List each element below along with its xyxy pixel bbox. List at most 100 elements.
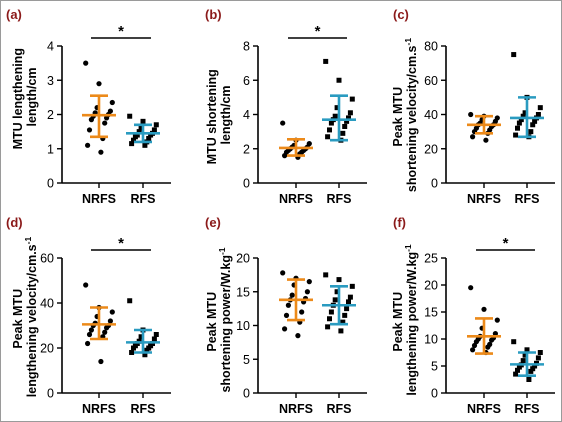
data-point <box>144 347 150 353</box>
data-point <box>85 142 91 148</box>
significance-star: * <box>118 235 124 252</box>
data-point <box>88 327 94 333</box>
data-point <box>470 134 476 140</box>
panel-b: (b) MTU shortening length/cm 0 2 4 6 8 NRFS RF… <box>205 7 367 206</box>
x-category-label: NRFS <box>467 402 501 416</box>
y-tick-label: 40 <box>40 297 54 311</box>
y-tick-label: 4 <box>47 40 54 54</box>
data-point <box>83 60 89 66</box>
data-point <box>336 277 342 283</box>
data-point <box>127 298 133 304</box>
data-point <box>492 331 498 337</box>
data-point <box>299 309 305 315</box>
panel-label: (e) <box>205 215 221 230</box>
x-category-label: RFS <box>515 192 540 206</box>
data-point <box>511 52 517 58</box>
data-point <box>470 347 476 353</box>
x-category-label: RFS <box>131 402 156 416</box>
data-point <box>520 113 526 119</box>
y-tick-label: 80 <box>424 40 438 54</box>
data-point <box>532 363 538 369</box>
data-point <box>98 149 104 155</box>
y-tick-label: 10 <box>424 333 438 347</box>
data-point <box>328 309 334 315</box>
x-category-label: NRFS <box>279 192 313 206</box>
y-tick-label: 5 <box>243 353 250 367</box>
panel-label: (b) <box>205 7 222 22</box>
data-point <box>516 364 522 370</box>
data-point <box>516 120 522 126</box>
data-point <box>515 367 520 373</box>
data-point <box>513 371 519 377</box>
y-tick-label: 2 <box>243 142 250 156</box>
data-point <box>132 134 138 140</box>
y-tick-label: 20 <box>424 142 438 156</box>
data-point <box>109 99 115 106</box>
y-tick-label: 25 <box>424 252 438 266</box>
data-point <box>520 358 526 364</box>
data-point <box>489 337 495 343</box>
y-tick-label: 60 <box>424 74 438 88</box>
data-point <box>347 294 353 300</box>
data-point <box>344 306 350 312</box>
data-point <box>328 120 334 126</box>
data-point <box>304 289 310 295</box>
y-tick-label: 40 <box>424 108 438 122</box>
y-axis-label: Peak MTU shortening power/W.kg-1 <box>205 247 233 392</box>
y-tick-label: 10 <box>236 319 250 333</box>
data-point <box>146 135 152 141</box>
y-tick-label: 3 <box>47 74 54 88</box>
data-point <box>327 127 332 133</box>
data-point <box>338 328 344 334</box>
data-point <box>522 110 528 116</box>
data-point <box>530 122 536 128</box>
data-point <box>349 283 355 289</box>
data-point <box>325 324 331 330</box>
significance-star: * <box>315 23 321 40</box>
y-tick-label: 20 <box>424 279 438 293</box>
significance-star: * <box>503 235 509 252</box>
data-point <box>140 118 146 124</box>
data-point <box>83 282 89 288</box>
data-point <box>528 368 534 374</box>
y-axis-label: Peak MTU lengthening velocity/cm.s-1 <box>11 237 39 398</box>
data-point <box>532 118 538 124</box>
x-category-label: NRFS <box>82 192 116 206</box>
data-point <box>98 358 104 365</box>
data-point <box>280 270 286 276</box>
y-tick-label: 0 <box>431 387 438 401</box>
data-point <box>323 58 329 64</box>
y-tick-label: 5 <box>431 360 438 374</box>
data-point <box>513 132 519 138</box>
y-tick-label: 0 <box>243 177 250 191</box>
panel-label: (d) <box>6 215 23 230</box>
data-point <box>468 285 474 291</box>
data-point <box>535 355 541 361</box>
y-tick-label: 1 <box>47 142 54 156</box>
data-point <box>153 122 159 128</box>
data-point <box>153 332 159 337</box>
data-point <box>88 117 94 123</box>
data-point <box>336 77 342 83</box>
data-point <box>346 299 351 305</box>
data-point <box>526 377 532 382</box>
data-point <box>340 319 346 325</box>
data-point <box>334 289 340 295</box>
data-point <box>332 113 338 119</box>
data-point <box>295 333 301 339</box>
y-tick-label: 0 <box>243 387 250 401</box>
y-tick-label: 0 <box>431 177 438 191</box>
x-category-label: RFS <box>131 192 156 206</box>
data-point <box>515 125 520 131</box>
data-point <box>127 113 133 119</box>
data-point <box>129 350 135 355</box>
data-point <box>325 134 331 140</box>
data-point <box>138 334 144 340</box>
panel-f: (f) Peak MTU lengthening power/W.kg-1 0 5… <box>391 215 555 416</box>
data-point <box>107 318 113 324</box>
data-point <box>283 312 290 318</box>
data-point <box>109 309 115 315</box>
data-point <box>481 306 487 312</box>
data-point <box>129 141 135 147</box>
y-tick-label: 20 <box>236 252 250 266</box>
